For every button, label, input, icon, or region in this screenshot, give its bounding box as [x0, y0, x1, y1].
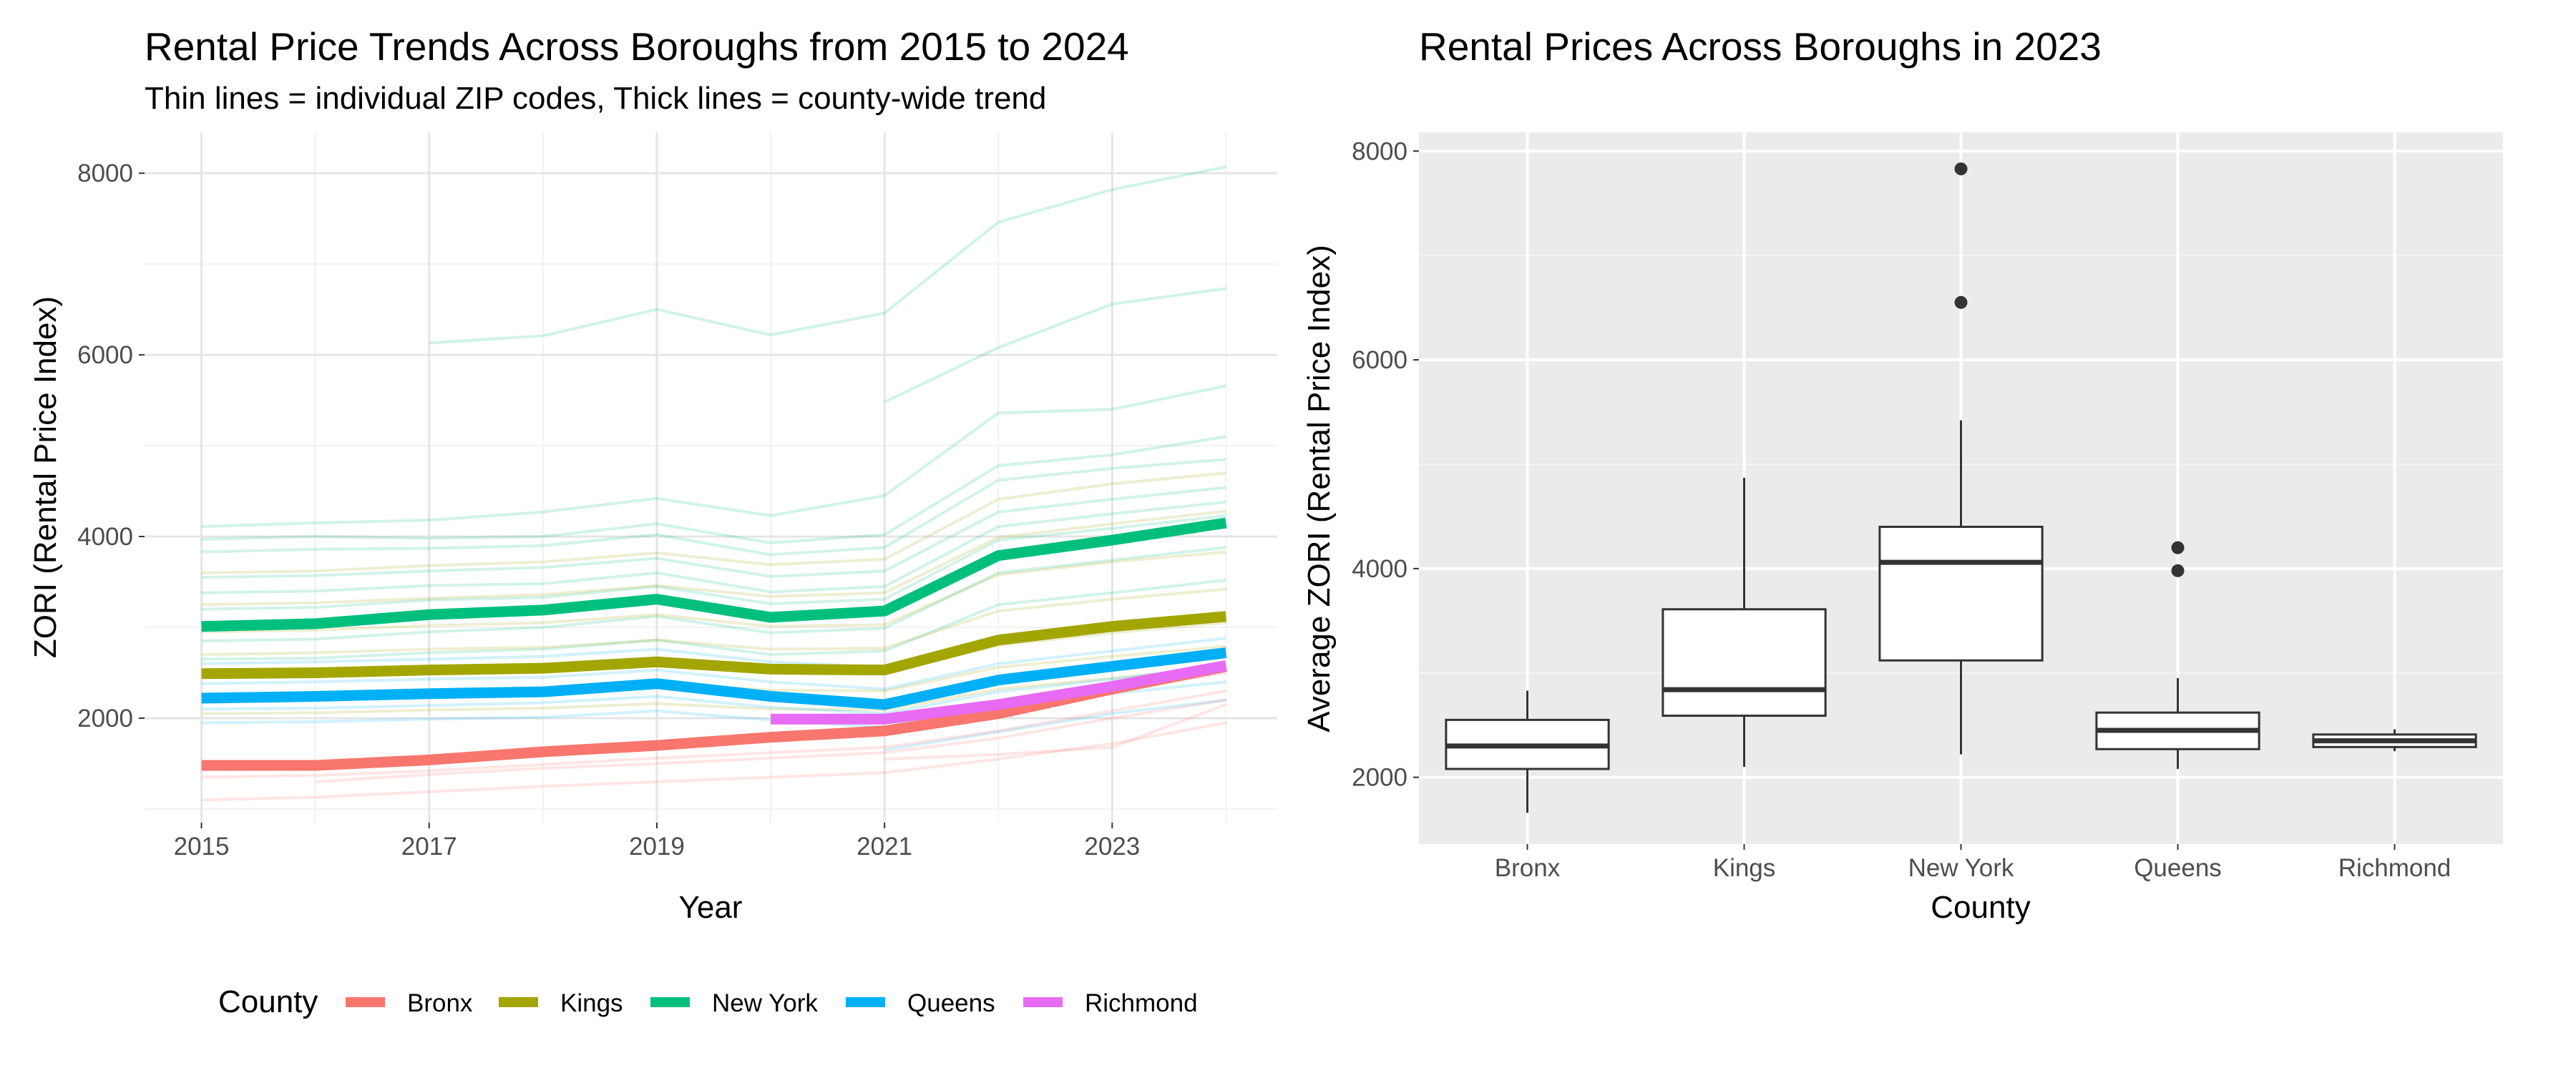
- box-kings: [1662, 477, 1827, 768]
- legend-label-bronx: Bronx: [407, 989, 473, 1017]
- y-tick-label: 6000: [77, 341, 133, 369]
- series-line-bronx: [201, 661, 1227, 771]
- y-tick-label: 2000: [1352, 764, 1407, 792]
- box-y-axis-title: Average ZORI (Rental Price Index): [1302, 245, 1337, 732]
- iqr-box: [1662, 608, 1827, 717]
- x-tick-label-new-york: New York: [1908, 854, 2014, 882]
- y-tick-label: 4000: [1352, 555, 1407, 583]
- outlier-point: [2171, 541, 2185, 554]
- zip-line-new-york: [201, 486, 1226, 579]
- series-line-richmond: [771, 660, 1227, 725]
- outlier-point: [2171, 564, 2185, 577]
- zip-line-new-york: [884, 287, 1226, 403]
- y-tick-label: 2000: [77, 705, 133, 733]
- zip-line-bronx: [201, 721, 1226, 802]
- zip-line-new-york: [201, 514, 1226, 611]
- trend-x-ticks: 2015 2017 2019 2021 2023: [174, 823, 1140, 861]
- zip-line-queens: [201, 664, 1226, 715]
- x-tick-label-kings: Kings: [1713, 854, 1776, 882]
- legend-label-kings: Kings: [560, 989, 623, 1017]
- zip-line-queens: [201, 637, 1226, 691]
- zip-line-bronx: [884, 703, 1227, 761]
- zip-line-new-york: [201, 500, 1226, 594]
- zip-line-new-york: [201, 384, 1226, 529]
- x-tick-label: 2019: [629, 833, 685, 861]
- y-tick-label: 8000: [77, 160, 133, 187]
- x-tick-label-richmond: Richmond: [2338, 854, 2451, 882]
- x-tick-label: 2017: [401, 833, 457, 861]
- zip-line-bronx: [201, 689, 1226, 779]
- box-chart: Rental Prices Across Boroughs in 2023 20…: [1302, 24, 2503, 925]
- y-tick-label: 4000: [77, 523, 133, 551]
- trend-chart-title: Rental Price Trends Across Boroughs from…: [145, 24, 1129, 69]
- legend: County Bronx Kings New York Queens Richmond: [218, 984, 1198, 1019]
- zip-line-new-york: [201, 435, 1226, 544]
- x-tick-label-queens: Queens: [2134, 854, 2222, 882]
- box-new-york: [1878, 162, 2044, 755]
- series-line-queens: [201, 647, 1227, 710]
- outlier-point: [1954, 295, 1968, 309]
- zip-line-new-york: [201, 458, 1226, 557]
- box-queens: [2095, 541, 2260, 769]
- boxes: [1445, 162, 2477, 813]
- x-tick-label: 2021: [857, 833, 912, 861]
- zip-line-kings: [201, 587, 1226, 657]
- trend-chart-subtitle: Thin lines = individual ZIP codes, Thick…: [145, 81, 1046, 116]
- legend-title: County: [218, 984, 318, 1019]
- zip-line-bronx: [315, 698, 1226, 783]
- zip-line-kings: [201, 665, 1226, 715]
- box-bronx: [1445, 690, 1610, 813]
- county-trend-lines: [201, 517, 1227, 771]
- zip-line-queens: [884, 698, 1226, 752]
- box-chart-title: Rental Prices Across Boroughs in 2023: [1419, 24, 2102, 69]
- legend-label-new-york: New York: [712, 989, 818, 1017]
- trend-plot-panel: [145, 132, 1277, 823]
- box-y-ticks: 2000 4000 6000 8000: [1352, 137, 1419, 792]
- zip-line-new-york: [201, 546, 1226, 643]
- zip-line-new-york: [201, 578, 1226, 661]
- y-tick-label: 8000: [1352, 137, 1407, 165]
- box-x-axis-title: County: [1931, 890, 2030, 925]
- trend-y-axis-title: ZORI (Rental Price Index): [28, 296, 63, 658]
- legend-label-queens: Queens: [907, 989, 995, 1017]
- box-x-ticks: Bronx Kings New York Queens Richmond: [1495, 844, 2451, 882]
- trend-y-ticks: 2000 4000 6000 8000: [77, 160, 145, 733]
- trend-chart: Rental Price Trends Across Boroughs from…: [28, 24, 1277, 1019]
- x-tick-label-bronx: Bronx: [1495, 854, 1561, 882]
- y-tick-label: 6000: [1352, 346, 1407, 374]
- series-line-new-york: [201, 517, 1227, 632]
- trend-x-axis-title: Year: [679, 890, 743, 925]
- zip-line-kings: [201, 509, 1226, 607]
- trend-grid: [145, 132, 1277, 823]
- iqr-box: [1878, 525, 2044, 662]
- box-richmond: [2312, 729, 2477, 752]
- zip-line-kings: [201, 550, 1226, 634]
- zip-line-kings: [201, 471, 1226, 574]
- x-tick-label: 2015: [174, 833, 230, 861]
- x-tick-label: 2023: [1084, 833, 1140, 861]
- legend-label-richmond: Richmond: [1085, 989, 1198, 1017]
- zip-line-new-york: [429, 165, 1226, 345]
- series-line-kings: [201, 611, 1227, 680]
- outlier-point: [1954, 162, 1968, 176]
